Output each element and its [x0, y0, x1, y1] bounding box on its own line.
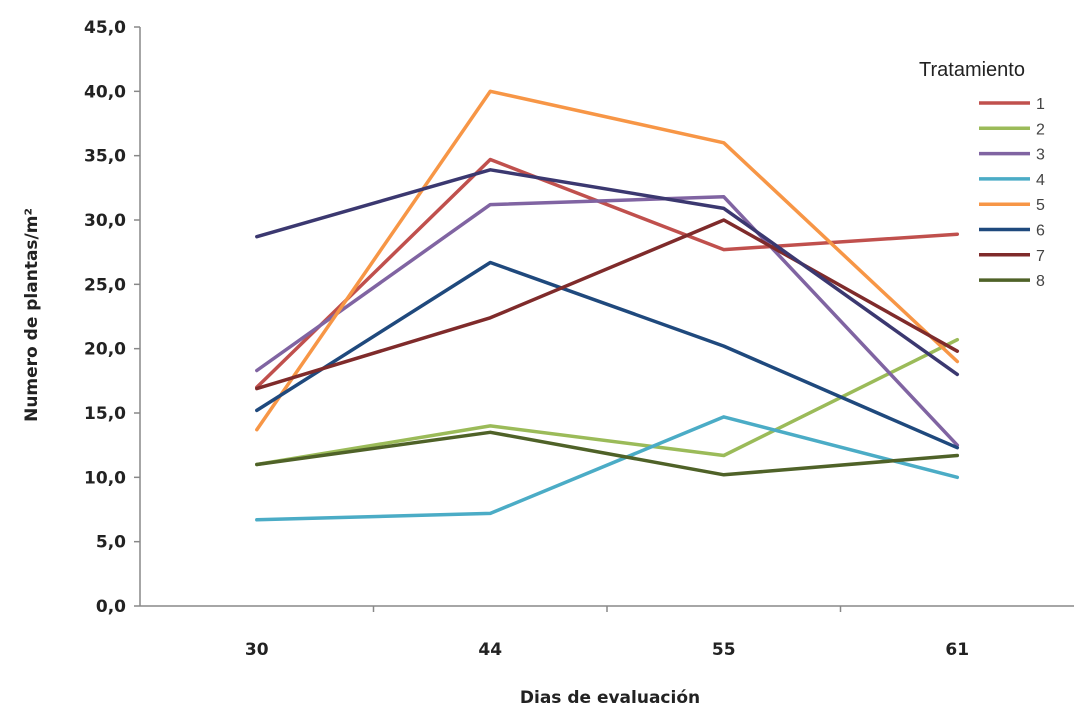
y-tick-label: 45,0 [84, 18, 126, 38]
legend-label-6: 6 [1036, 223, 1045, 240]
legend: Tratamiento 1 2 3 4 5 6 7 8 [919, 59, 1045, 290]
series-line-7 [255, 218, 960, 391]
y-tick-label: 25,0 [84, 275, 126, 295]
legend-label-1: 1 [1036, 96, 1045, 113]
y-axis-tick-labels: 0,0 5,0 10,0 15,0 20,0 25,0 30,0 35,0 40,0 45,0 [84, 18, 126, 617]
series-line-3 [255, 195, 960, 447]
y-tick-label: 30,0 [84, 211, 126, 231]
y-tick-label: 10,0 [84, 468, 126, 488]
series-lines [255, 89, 960, 522]
y-tick-label: 35,0 [84, 147, 126, 167]
x-axis-title: Dias de evaluación [520, 688, 700, 708]
x-tick-label: 55 [712, 640, 736, 660]
legend-label-7: 7 [1036, 248, 1045, 265]
legend-label-3: 3 [1036, 147, 1045, 164]
y-tick-label: 15,0 [84, 404, 126, 424]
x-axis-tick-labels: 30 44 55 61 [245, 640, 969, 660]
series-line-1 [255, 157, 960, 390]
y-tick-label: 20,0 [84, 340, 126, 360]
y-axis-title: Numero de plantas/m² [22, 208, 42, 422]
legend-title: Tratamiento [919, 59, 1025, 81]
y-tick-label: 40,0 [84, 82, 126, 102]
legend-label-2: 2 [1036, 121, 1045, 138]
axis-ticks [134, 26, 842, 612]
x-tick-label: 61 [945, 640, 969, 660]
series-line-4 [255, 415, 960, 522]
y-tick-label: 5,0 [96, 533, 126, 553]
legend-label-4: 4 [1036, 172, 1045, 189]
series-line-8 [255, 430, 960, 477]
x-tick-label: 44 [478, 640, 502, 660]
series-line-5 [255, 89, 960, 432]
x-tick-label: 30 [245, 640, 269, 660]
series-line-unlabeled [255, 168, 960, 377]
legend-label-5: 5 [1036, 197, 1045, 214]
legend-label-8: 8 [1036, 273, 1045, 290]
series-line-6 [255, 260, 960, 450]
y-tick-label: 0,0 [96, 597, 126, 617]
